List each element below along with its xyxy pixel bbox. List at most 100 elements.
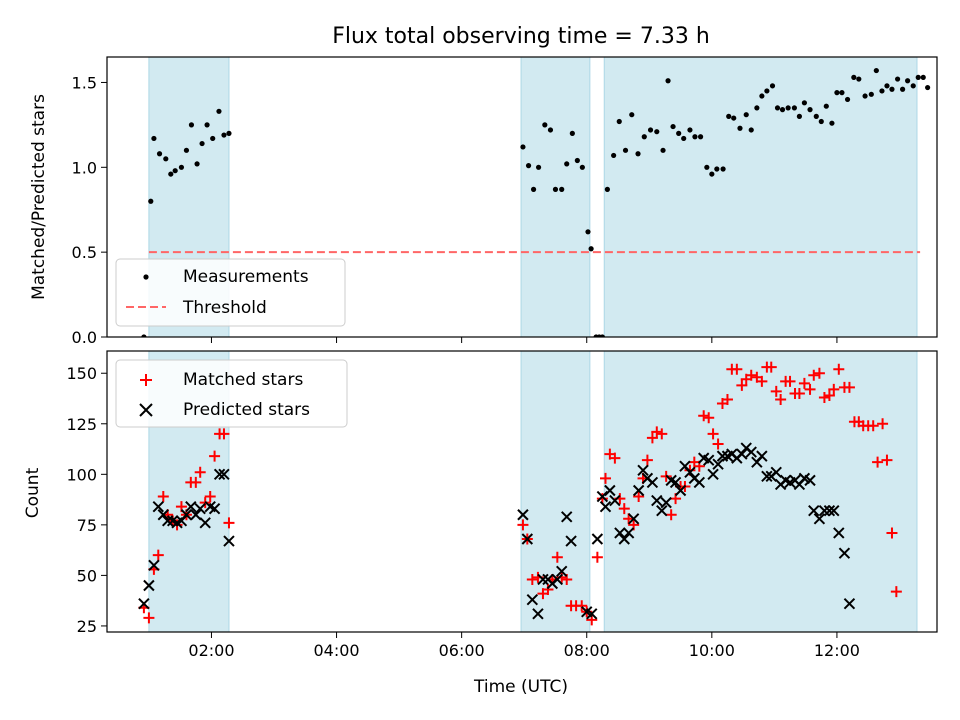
legend-threshold-label: Threshold: [182, 298, 267, 318]
bottom-y-tick-label: 25: [77, 617, 97, 636]
predicted-star-point: [770, 466, 782, 479]
measurement-point: [530, 186, 537, 192]
predicted-star-point: [185, 500, 197, 513]
measurement-point: [687, 127, 693, 133]
matched-star-point: [886, 527, 898, 539]
measurement-point: [599, 334, 605, 337]
matched-star-point: [190, 476, 202, 488]
measurement-point: [774, 105, 781, 111]
matched-star-point: [591, 551, 603, 563]
measurement-point: [889, 86, 895, 92]
predicted-star-point: [561, 511, 573, 523]
predicted-star-point: [565, 535, 577, 547]
predicted-star-point: [646, 476, 659, 489]
chart-title: Flux total observing time = 7.33 h: [332, 24, 710, 49]
measurement-point: [199, 140, 205, 147]
matched-star-point: [828, 383, 840, 395]
measurement-point: [141, 334, 147, 337]
measurement-point: [796, 113, 802, 119]
measurement-point: [910, 83, 916, 89]
measurement-point: [801, 100, 808, 106]
predicted-star-point: [828, 504, 840, 517]
measurement-point: [172, 168, 178, 174]
predicted-star-point: [161, 515, 174, 527]
matched-star-point: [656, 428, 668, 440]
measurement-point: [641, 134, 647, 140]
predicted-star-point: [618, 533, 630, 545]
predicted-star-point: [838, 547, 851, 559]
predicted-star-point: [521, 533, 534, 545]
measurement-point: [823, 103, 829, 109]
measurement-point: [226, 130, 232, 136]
measurement-point: [764, 88, 770, 94]
predicted-star-point: [627, 513, 640, 525]
matched-star-point: [641, 454, 653, 466]
bottom-plot-area: [138, 361, 902, 626]
matched-star-point: [703, 412, 715, 424]
predicted-star-point: [804, 474, 816, 487]
measurement-point: [779, 107, 786, 113]
matched-star-point: [756, 375, 768, 387]
predicted-star-point: [637, 464, 649, 476]
predicted-star-point: [614, 527, 626, 539]
measurement-point: [547, 127, 554, 133]
measurement-point: [204, 122, 210, 128]
matched-star-point: [526, 573, 538, 585]
measurement-point: [588, 246, 594, 252]
matched-star-point: [798, 377, 810, 389]
matched-star-point: [551, 551, 563, 563]
measurement-point: [915, 74, 921, 80]
bottom-y-axis-label: Count: [23, 467, 43, 518]
measurement-point: [535, 164, 542, 170]
measurement-point: [151, 135, 157, 142]
predicted-star-point: [148, 559, 160, 571]
top-observing-window-2: [520, 56, 591, 338]
measurement-point: [221, 132, 227, 138]
measurement-point: [720, 166, 726, 172]
predicted-star-point: [586, 608, 598, 620]
matched-star-point: [223, 517, 235, 529]
measurement-point: [559, 186, 565, 192]
measurement-point: [604, 186, 610, 192]
measurement-point: [188, 122, 195, 128]
bottom-y-tick-label: 75: [77, 516, 97, 535]
matched-star-point: [745, 369, 757, 381]
top-y-tick-label: 1.5: [72, 73, 97, 92]
predicted-star-point: [674, 484, 687, 497]
top-observing-window-3: [603, 56, 918, 338]
measurement-point: [785, 105, 791, 111]
predicted-star-point: [669, 476, 682, 489]
predicted-star-point: [632, 484, 645, 497]
predicted-star-point: [609, 494, 621, 507]
predicted-star-point: [823, 504, 836, 517]
measurement-point: [829, 120, 835, 126]
matched-star-point: [823, 389, 835, 401]
measurement-point: [894, 76, 901, 82]
measurement-point: [925, 84, 931, 91]
predicted-star-point: [833, 527, 845, 539]
matched-star-point: [707, 428, 719, 440]
top-y-tick-label: 1.0: [72, 158, 97, 177]
x-axis-label: Time (UTC): [473, 677, 568, 697]
measurement-point: [851, 74, 857, 80]
predicted-star-point: [736, 448, 748, 460]
matched-star-point: [872, 456, 884, 468]
bottom-axes-frame: [106, 350, 938, 633]
predicted-star-point: [199, 517, 211, 529]
measurement-point: [681, 135, 687, 142]
x-tick-label: 06:00: [439, 641, 485, 660]
measurement-point: [754, 105, 760, 111]
measurement-point: [629, 112, 635, 118]
predicted-star-point: [556, 565, 568, 578]
predicted-star-point: [843, 597, 856, 610]
measurement-point: [216, 108, 222, 114]
measurement-point: [178, 164, 185, 170]
predicted-star-point: [712, 458, 724, 470]
predicted-star-point: [138, 597, 150, 610]
matched-star-point: [576, 600, 588, 612]
measurement-point: [818, 118, 824, 125]
bottom-legend: Matched stars Predicted stars: [115, 359, 348, 428]
measurement-point: [834, 90, 840, 96]
matched-star-point: [804, 383, 816, 395]
